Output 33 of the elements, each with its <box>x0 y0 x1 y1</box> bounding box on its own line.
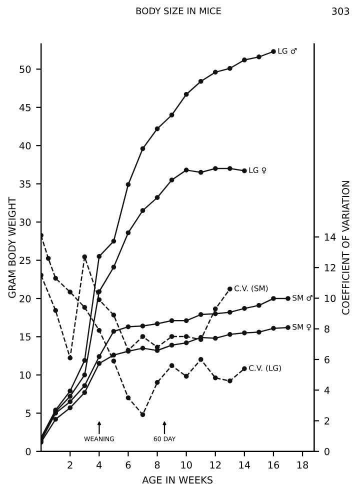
y-tick-label: 5 <box>26 410 30 418</box>
y2-axis-title: COEFFICIENT OF VARIATION <box>342 181 350 315</box>
x-tick-label: 10 <box>181 461 192 469</box>
y2-tick-label: 14 <box>324 234 336 241</box>
x-tick-label: 4 <box>96 461 102 469</box>
x-tick-label: 8 <box>154 461 160 469</box>
x-axis-title: AGE IN WEEKS <box>142 476 213 484</box>
y-tick-label: 15 <box>20 333 30 341</box>
x-tick-label: 12 <box>210 461 221 469</box>
x-tick-label: 6 <box>126 461 131 469</box>
y-tick-label: 50 <box>20 66 31 73</box>
x-tick-label: 14 <box>239 461 250 469</box>
y-tick-label: 10 <box>20 371 31 379</box>
y-tick-label: 25 <box>20 256 30 264</box>
y2-tick-label: 6 <box>324 356 330 364</box>
chart-title: BODY SIZE IN MICE <box>136 7 221 14</box>
y-tick-label: 45 <box>19 104 30 112</box>
y2-tick-label: 0 <box>324 448 330 456</box>
x-tick-label: 2 <box>68 461 72 469</box>
y-tick-label: 20 <box>20 294 31 302</box>
y2-tick-label: 8 <box>324 325 330 333</box>
x-tick-label: 16 <box>268 461 280 469</box>
y-tick-label: 35 <box>20 180 30 188</box>
y2-tick-label: 4 <box>324 386 330 394</box>
y-tick-label: 0 <box>26 448 31 456</box>
y-tick-label: 30 <box>20 218 31 226</box>
y2-tick-label: 12 <box>324 264 336 272</box>
x-tick-label: 18 <box>297 461 308 469</box>
text: 303 <box>332 7 350 15</box>
y-tick-label: 40 <box>19 142 31 150</box>
y-axis-title: GRAM BODY WEIGHT <box>8 196 16 298</box>
y2-tick-label: 2 <box>324 417 330 424</box>
y2-tick-label: 10 <box>324 294 336 302</box>
